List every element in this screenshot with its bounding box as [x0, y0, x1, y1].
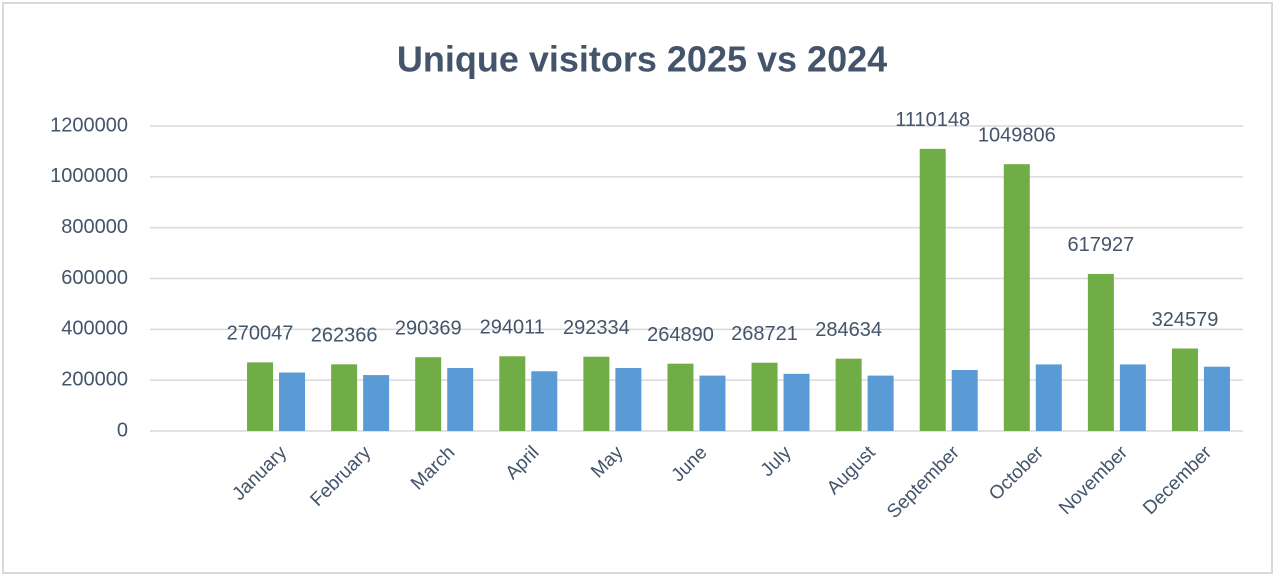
bar — [415, 357, 442, 431]
bar — [699, 375, 726, 431]
data-label: 268721 — [731, 323, 798, 345]
data-label: 264890 — [647, 324, 714, 346]
data-label: 262366 — [311, 325, 378, 347]
chart-title: Unique visitors 2025 vs 2024 — [397, 39, 887, 80]
bar — [951, 370, 978, 431]
y-tick-label: 800000 — [61, 216, 128, 238]
bar — [1087, 273, 1114, 431]
y-tick-label: 200000 — [61, 368, 128, 390]
bar — [1171, 348, 1198, 431]
y-tick-label: 400000 — [61, 318, 128, 340]
bar — [583, 356, 610, 431]
bar — [1003, 164, 1030, 431]
data-label: 270047 — [227, 323, 294, 345]
bar — [363, 375, 390, 431]
bar — [667, 363, 694, 431]
data-label: 1110148 — [895, 109, 970, 131]
bar — [783, 373, 810, 431]
bar — [1203, 366, 1230, 431]
data-label: 294011 — [480, 317, 545, 339]
bar — [867, 375, 894, 431]
bar — [247, 362, 274, 431]
bar — [331, 364, 358, 431]
bar — [919, 148, 946, 431]
data-label: 284634 — [815, 319, 882, 341]
bar — [751, 362, 778, 431]
data-label: 290369 — [395, 317, 462, 339]
y-tick-label: 0 — [117, 419, 128, 441]
data-label: 324579 — [1152, 309, 1219, 331]
bar — [1035, 364, 1062, 431]
bar — [615, 367, 642, 431]
y-tick-label: 600000 — [61, 267, 128, 289]
data-label: 1049806 — [978, 124, 1056, 146]
bar — [1119, 364, 1146, 431]
y-tick-label: 1000000 — [50, 165, 128, 187]
bar — [499, 356, 526, 431]
bar — [835, 358, 862, 431]
data-label: 292334 — [563, 317, 630, 339]
data-label: 617927 — [1068, 234, 1135, 256]
bar — [447, 367, 474, 431]
y-tick-label: 1200000 — [50, 114, 128, 136]
bar — [279, 372, 306, 431]
bar — [531, 371, 558, 431]
